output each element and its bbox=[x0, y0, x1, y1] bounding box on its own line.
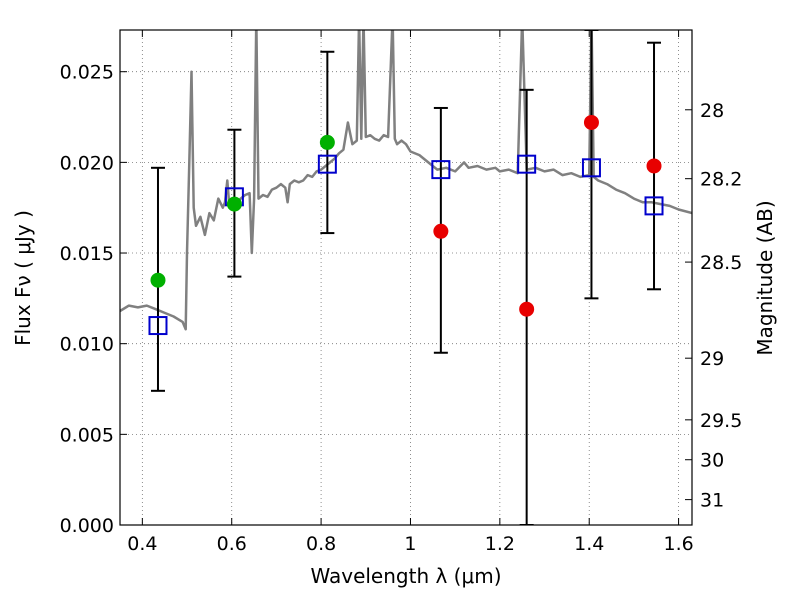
model-square-marker bbox=[148, 316, 168, 336]
green-data-point bbox=[226, 196, 242, 212]
x-tick-label: 1.4 bbox=[574, 533, 604, 555]
x-tick-label: 1 bbox=[404, 533, 416, 555]
y-tick-label: 0.025 bbox=[60, 62, 114, 84]
y-tick-label: 0.005 bbox=[60, 424, 114, 446]
red-data-point bbox=[583, 114, 599, 130]
spectrum-line bbox=[120, 30, 692, 331]
y2-axis-label: Magnitude (AB) bbox=[753, 200, 777, 355]
plot-frame bbox=[119, 29, 693, 526]
x-tick-label: 0.6 bbox=[217, 533, 247, 555]
y2-tick-label: 29 bbox=[700, 348, 724, 370]
x-tick-label: 1.6 bbox=[663, 533, 693, 555]
plot-area bbox=[120, 30, 692, 525]
y2-tick-label: 28.2 bbox=[700, 169, 742, 191]
x-tick-label: 1.2 bbox=[485, 533, 515, 555]
model-square-marker bbox=[431, 160, 451, 180]
red-data-point bbox=[433, 223, 449, 239]
x-axis-label: Wavelength λ (μm) bbox=[310, 564, 501, 588]
y-axis-label: Flux Fν ( μJy ) bbox=[11, 210, 35, 346]
y-tick-label: 0.015 bbox=[60, 243, 114, 265]
green-data-point bbox=[150, 272, 166, 288]
y2-tick-label: 31 bbox=[700, 490, 724, 512]
model-square-marker bbox=[644, 196, 664, 216]
y-tick-label: 0.020 bbox=[60, 152, 114, 174]
model-square-marker bbox=[317, 154, 337, 174]
y2-tick-label: 30 bbox=[700, 450, 724, 472]
y-tick-label: 0.010 bbox=[60, 334, 114, 356]
y2-tick-label: 28.5 bbox=[700, 252, 742, 274]
red-data-point bbox=[519, 301, 535, 317]
y2-tick-label: 29.5 bbox=[700, 410, 742, 432]
red-data-point bbox=[646, 158, 662, 174]
model-square-marker bbox=[581, 158, 601, 178]
model-square-marker bbox=[517, 154, 537, 174]
x-tick-label: 0.8 bbox=[306, 533, 336, 555]
y2-tick-label: 28 bbox=[700, 100, 724, 122]
green-data-point bbox=[319, 134, 335, 150]
axes: 0.4 0.6 0.8 1 1.2 1.4 1.6 0.000 0.005 0.010 0.015 0… bbox=[60, 30, 742, 555]
x-tick-label: 0.4 bbox=[127, 533, 157, 555]
y-tick-label: 0.000 bbox=[60, 515, 114, 537]
